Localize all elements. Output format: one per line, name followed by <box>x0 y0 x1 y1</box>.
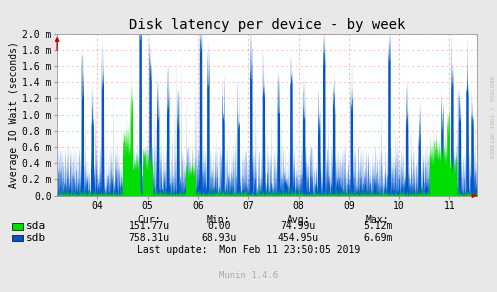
Text: sdb: sdb <box>26 233 47 243</box>
Title: Disk latency per device - by week: Disk latency per device - by week <box>129 18 406 32</box>
Text: 151.77u: 151.77u <box>129 221 169 231</box>
Text: Max:: Max: <box>366 215 390 225</box>
Text: RRDTOOL / TOBI OETIKER: RRDTOOL / TOBI OETIKER <box>489 76 494 158</box>
Text: 758.31u: 758.31u <box>129 233 169 243</box>
Text: 5.12m: 5.12m <box>363 221 393 231</box>
Text: Avg:: Avg: <box>286 215 310 225</box>
Text: 454.95u: 454.95u <box>278 233 319 243</box>
Y-axis label: Average IO Wait (seconds): Average IO Wait (seconds) <box>9 41 19 188</box>
Text: 74.99u: 74.99u <box>281 221 316 231</box>
Text: Min:: Min: <box>207 215 231 225</box>
Text: 0.00: 0.00 <box>207 221 231 231</box>
Text: Cur:: Cur: <box>137 215 161 225</box>
Text: 68.93u: 68.93u <box>201 233 236 243</box>
Text: 6.69m: 6.69m <box>363 233 393 243</box>
Text: sda: sda <box>26 221 47 231</box>
Text: Munin 1.4.6: Munin 1.4.6 <box>219 272 278 280</box>
Text: Last update:  Mon Feb 11 23:50:05 2019: Last update: Mon Feb 11 23:50:05 2019 <box>137 245 360 255</box>
